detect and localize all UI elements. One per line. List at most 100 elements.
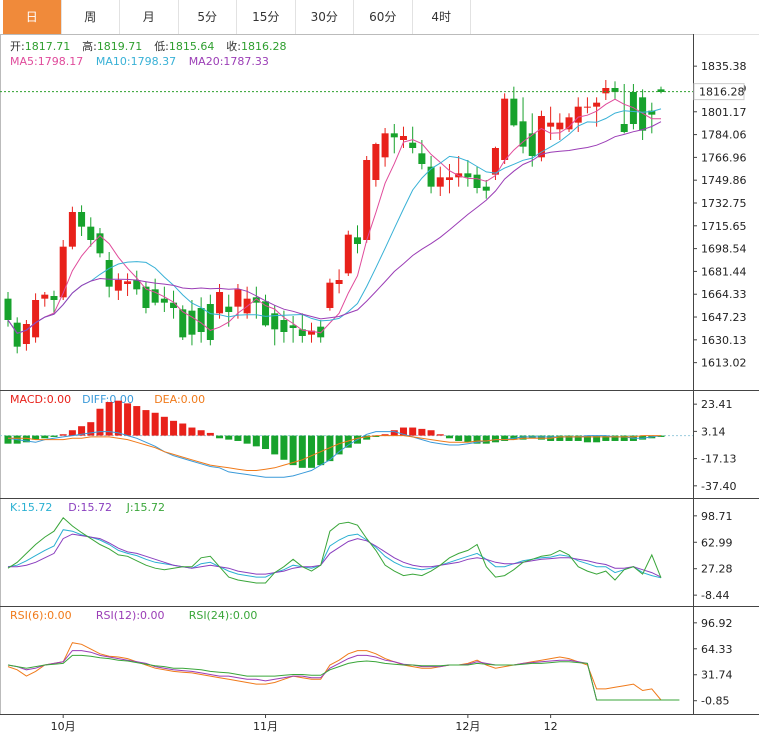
candle-body	[418, 153, 426, 164]
tab-4[interactable]: 15分	[237, 0, 296, 34]
tab-7[interactable]: 4时	[413, 0, 471, 34]
macd-bar	[593, 435, 601, 443]
rsi-axis-tick-label: -0.85	[701, 695, 729, 708]
candle-body	[501, 98, 509, 160]
macd-bar	[455, 435, 463, 441]
rsi-rsi24-line	[7, 654, 680, 701]
candle-body	[547, 122, 555, 127]
candle-body	[657, 89, 665, 92]
candle-body	[344, 234, 352, 274]
macd-bar	[243, 435, 251, 444]
kdj-label-0: K:15.72	[10, 501, 52, 514]
macd-bar	[427, 430, 435, 436]
x-tick-label: 10月	[51, 720, 76, 733]
candle-body	[252, 297, 260, 303]
macd-bar	[510, 435, 518, 440]
rsi-panel: RSI(6):0.00 RSI(12):0.00 RSI(24):0.00 96.92…	[7, 609, 733, 708]
tab-5[interactable]: 30分	[296, 0, 354, 34]
ma-label-2: MA20:1787.33	[189, 55, 269, 68]
candle-body	[381, 133, 389, 158]
ma20-line	[7, 121, 662, 334]
candle-body	[50, 296, 58, 300]
candle-body	[41, 294, 49, 299]
candle-body	[124, 281, 132, 284]
macd-bar	[335, 435, 343, 455]
ma-label-1: MA10:1798.37	[96, 55, 176, 68]
macd-bar	[390, 430, 398, 436]
candle-body	[464, 173, 472, 178]
candle-body	[308, 330, 316, 335]
macd-bar	[298, 435, 306, 468]
macd-bar	[344, 435, 352, 448]
candle-body	[96, 233, 104, 254]
x-tick-label: 12月	[455, 720, 480, 733]
macd-bar	[602, 435, 610, 441]
rsi-label-0: RSI(6):0.00	[10, 609, 72, 622]
macd-bar	[197, 430, 205, 436]
macd-label-2: DEA:0.00	[154, 393, 205, 406]
rsi-axis-tick-label: 31.74	[701, 669, 733, 682]
macd-bar	[252, 435, 260, 447]
candle-body	[583, 106, 591, 108]
tab-3[interactable]: 5分	[179, 0, 237, 34]
kdj-axis-tick-label: 98.71	[701, 510, 733, 523]
candle-body	[142, 286, 150, 308]
candle-body	[335, 280, 343, 284]
price-axis-tick-label: 1835.38	[701, 60, 747, 73]
macd-bar	[501, 435, 509, 441]
candle-body	[105, 260, 113, 287]
kdj-axis-tick-label: 27.28	[701, 563, 733, 576]
candle-body	[87, 226, 95, 240]
candle-body	[234, 289, 242, 307]
tab-2[interactable]: 月	[120, 0, 179, 34]
candle-body	[326, 282, 334, 308]
tab-6[interactable]: 60分	[354, 0, 413, 34]
macd-bar	[381, 434, 389, 436]
candle-body	[363, 160, 371, 240]
x-tick-label: 11月	[253, 720, 278, 733]
macd-bar	[32, 435, 40, 440]
price-axis-tick-label: 1613.02	[701, 357, 747, 370]
macd-bar	[114, 400, 122, 436]
candle-body	[353, 237, 361, 244]
candle-body	[151, 289, 159, 303]
candle-body	[565, 117, 573, 130]
macd-bar	[565, 435, 573, 441]
candle-body	[611, 88, 619, 92]
candle-body	[78, 212, 86, 227]
price-axis-tick-label: 1698.54	[701, 243, 747, 256]
macd-bar	[78, 426, 86, 436]
tab-0[interactable]: 日	[3, 0, 62, 34]
price-axis-tick-label: 1732.75	[701, 197, 747, 210]
macd-bar	[436, 434, 444, 436]
candle-body	[510, 98, 518, 126]
candle-body	[491, 148, 499, 175]
candle-body	[528, 133, 536, 156]
x-axis: 10月 11月 12月 12	[51, 714, 558, 733]
macd-bar	[491, 435, 499, 443]
macd-bar	[473, 435, 481, 444]
candle-body	[4, 298, 12, 320]
candle-body	[436, 177, 444, 187]
candle-body	[59, 246, 67, 298]
candle-body	[225, 306, 233, 312]
candle-body	[482, 186, 490, 191]
candle-body	[537, 116, 545, 158]
tab-1[interactable]: 周	[62, 0, 120, 34]
price-axis-tick-label: 1766.96	[701, 151, 747, 164]
rsi-label-2: RSI(24):0.00	[189, 609, 258, 622]
chart-area: 开:1817.71 高:1819.71 低:1815.64 收:1816.28 MA5:…	[0, 34, 759, 733]
candle-body	[298, 329, 306, 336]
candle-body	[574, 106, 582, 123]
candle-body	[409, 142, 417, 148]
candle-body	[280, 320, 288, 332]
rsi-rsi6-line	[7, 642, 662, 701]
candle-body	[188, 310, 196, 335]
candle-body	[519, 121, 527, 147]
candle-body	[179, 309, 187, 338]
macd-bar	[188, 427, 196, 436]
macd-bar	[326, 435, 334, 462]
macd-bar	[216, 435, 224, 439]
diff-line	[7, 431, 662, 478]
ohlc-label-1: 高:1819.71	[82, 39, 142, 53]
